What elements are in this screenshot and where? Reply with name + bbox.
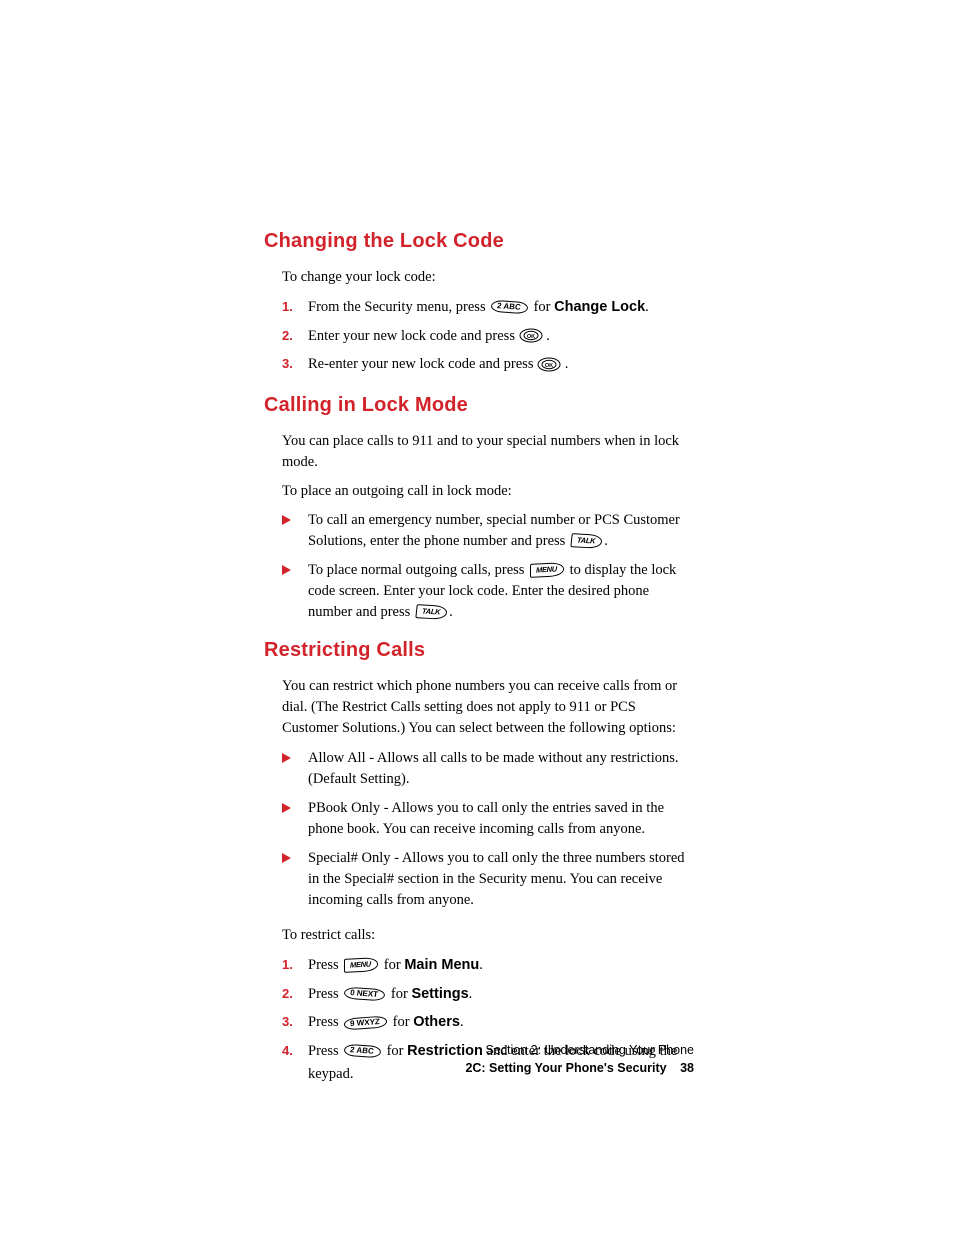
key-2abc-icon: 2 ABC — [344, 1041, 381, 1063]
step-text: . — [645, 299, 649, 315]
step-text: . — [546, 328, 550, 344]
step-text: . — [479, 957, 483, 973]
step-number: 3. — [282, 354, 293, 374]
change-lock-steps: 1. From the Security menu, press 2 ABC f… — [282, 296, 694, 376]
menu-name: Main Menu — [404, 957, 479, 973]
step-number: 3. — [282, 1012, 293, 1032]
list-item: Special# Only - Allows you to call only … — [282, 848, 694, 911]
step-text: Press — [308, 986, 342, 1002]
step-text: for — [387, 1043, 408, 1059]
step-text: Press — [308, 1014, 342, 1030]
key-menu-icon: MENU — [344, 954, 378, 976]
step-text: for — [393, 1014, 414, 1030]
bullet-text: . — [449, 604, 453, 620]
step-number: 2. — [282, 984, 293, 1004]
bullet-text: To place normal outgoing calls, press — [308, 562, 528, 578]
key-2abc-icon: 2 ABC — [491, 296, 528, 318]
list-item: To call an emergency number, special num… — [282, 510, 694, 552]
step-2: 2. Press 0 NEXT for Settings. — [282, 983, 694, 1006]
intro-text: To change your lock code: — [282, 267, 694, 288]
step-text: Re-enter your new lock code and press — [308, 356, 537, 372]
step-text: Enter your new lock code and press — [308, 328, 519, 344]
step-text: for — [534, 299, 555, 315]
footer-subsection-title: 2C: Setting Your Phone's Security — [465, 1061, 666, 1075]
step-number: 1. — [282, 297, 293, 317]
key-menu-icon: MENU — [530, 560, 564, 581]
svg-text:OK: OK — [545, 363, 553, 369]
step-number: 1. — [282, 955, 293, 975]
key-ok-icon: OK — [519, 328, 543, 343]
list-item: To place normal outgoing calls, press ME… — [282, 560, 694, 623]
bullet-text: Special# Only - Allows you to call only … — [308, 850, 685, 908]
heading-restricting-calls: Restricting Calls — [264, 639, 694, 662]
manual-page: Changing the Lock Code To change your lo… — [0, 0, 954, 1164]
bullet-text: Allow All - Allows all calls to be made … — [308, 750, 679, 787]
step-3: 3. Press 9 WXYZ for Others. — [282, 1011, 694, 1034]
step-text: Press — [308, 1043, 342, 1059]
step-1: 1. Press MENU for Main Menu. — [282, 954, 694, 977]
menu-name: Change Lock — [554, 299, 645, 315]
step-2: 2. Enter your new lock code and press OK… — [282, 325, 694, 347]
list-item: PBook Only - Allows you to call only the… — [282, 798, 694, 840]
lock-mode-bullets: To call an emergency number, special num… — [282, 510, 694, 624]
step-text: . — [469, 986, 473, 1002]
step-number: 4. — [282, 1041, 293, 1061]
step-1: 1. From the Security menu, press 2 ABC f… — [282, 296, 694, 319]
key-0next-icon: 0 NEXT — [344, 983, 385, 1005]
key-9wxyz-icon: 9 WXYZ — [344, 1012, 387, 1034]
step-text: . — [460, 1014, 464, 1030]
menu-name: Others — [413, 1014, 460, 1030]
page-number: 38 — [680, 1061, 694, 1075]
key-ok-icon: OK — [537, 357, 561, 372]
list-item: Allow All - Allows all calls to be made … — [282, 748, 694, 790]
step-number: 2. — [282, 326, 293, 346]
page-footer: Section 2: Understanding Your Phone 2C: … — [465, 1042, 694, 1077]
bullet-text: To call an emergency number, special num… — [308, 512, 680, 549]
bullet-text: PBook Only - Allows you to call only the… — [308, 800, 664, 837]
restrict-options-bullets: Allow All - Allows all calls to be made … — [282, 748, 694, 911]
step-text: for — [391, 986, 412, 1002]
heading-changing-lock-code: Changing the Lock Code — [264, 230, 694, 253]
step-text: . — [565, 356, 569, 372]
intro-text: To place an outgoing call in lock mode: — [282, 481, 694, 502]
step-text: Press — [308, 957, 342, 973]
key-talk-icon: TALK — [416, 602, 447, 623]
step-3: 3. Re-enter your new lock code and press… — [282, 353, 694, 375]
key-talk-icon: TALK — [571, 531, 602, 552]
intro-text: To restrict calls: — [282, 925, 694, 946]
step-text: From the Security menu, press — [308, 299, 489, 315]
intro-text: You can restrict which phone numbers you… — [282, 676, 694, 739]
heading-calling-lock-mode: Calling in Lock Mode — [264, 394, 694, 417]
step-text: for — [384, 957, 405, 973]
bullet-text: . — [604, 533, 608, 549]
menu-name: Settings — [411, 986, 468, 1002]
footer-section-title: Section 2: Understanding Your Phone — [465, 1042, 694, 1060]
intro-text: You can place calls to 911 and to your s… — [282, 431, 694, 473]
svg-text:OK: OK — [526, 334, 534, 340]
